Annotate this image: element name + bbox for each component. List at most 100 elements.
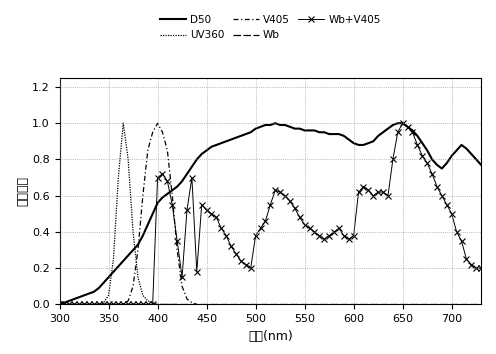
Y-axis label: 分光強度: 分光強度 [16, 176, 29, 206]
UV360 [130, 230, 136, 234]
Wb [292, 302, 298, 307]
V405 [174, 248, 180, 252]
Wb [213, 302, 219, 307]
UV360 [145, 299, 151, 303]
V405 [66, 302, 72, 307]
UV360 [57, 302, 62, 307]
Wb [194, 302, 200, 307]
V405 [101, 302, 107, 307]
V405 [62, 302, 67, 307]
V405 [57, 302, 62, 307]
UV360 [160, 302, 166, 307]
D50 [179, 179, 185, 183]
Wb [341, 302, 347, 307]
V405 [96, 302, 102, 307]
Wb [429, 302, 435, 307]
Wb+V405 [233, 252, 239, 256]
Wb [380, 302, 386, 307]
Wb [478, 302, 484, 307]
Wb [390, 302, 396, 307]
Wb [125, 302, 131, 307]
Wb [223, 302, 229, 307]
V405 [130, 284, 136, 289]
Wb [86, 302, 92, 307]
D50 [272, 121, 278, 125]
Wb [439, 302, 445, 307]
Wb [184, 302, 190, 307]
Wb [204, 302, 210, 307]
Wb [96, 302, 102, 307]
UV360 [106, 293, 112, 297]
UV360 [125, 157, 131, 161]
Wb+V405 [57, 302, 62, 307]
V405 [111, 302, 117, 307]
V405 [184, 297, 190, 301]
UV360 [66, 302, 72, 307]
Wb [331, 302, 337, 307]
Wb [419, 302, 425, 307]
Wb+V405 [478, 266, 484, 270]
Wb+V405 [179, 275, 185, 279]
Wb [400, 302, 406, 307]
D50 [233, 136, 239, 140]
Line: D50: D50 [60, 123, 481, 303]
UV360 [135, 275, 141, 279]
D50 [267, 123, 273, 127]
UV360 [111, 257, 117, 261]
V405 [71, 302, 77, 307]
V405 [76, 302, 82, 307]
D50 [150, 212, 156, 216]
D50 [405, 125, 411, 129]
UV360 [140, 293, 146, 297]
Line: UV360: UV360 [60, 123, 177, 304]
Wb [282, 302, 288, 307]
Wb [262, 302, 268, 307]
V405 [179, 284, 185, 289]
Wb [174, 302, 180, 307]
UV360 [150, 301, 156, 305]
V405 [140, 194, 146, 198]
Wb+V405 [150, 302, 156, 307]
V405 [120, 302, 126, 307]
V405 [194, 302, 200, 307]
UV360 [86, 302, 92, 307]
D50 [57, 301, 62, 305]
Wb [116, 302, 122, 307]
Wb [164, 302, 170, 307]
UV360 [120, 121, 126, 125]
Wb [410, 302, 416, 307]
UV360 [155, 302, 161, 307]
V405 [125, 299, 131, 303]
UV360 [71, 302, 77, 307]
UV360 [169, 302, 175, 307]
V405 [135, 248, 141, 252]
V405 [86, 302, 92, 307]
Wb [458, 302, 464, 307]
Wb [351, 302, 357, 307]
Wb [155, 302, 161, 307]
UV360 [91, 302, 97, 307]
V405 [116, 302, 122, 307]
UV360 [116, 176, 122, 180]
UV360 [62, 302, 67, 307]
Wb [76, 302, 82, 307]
Wb [449, 302, 455, 307]
V405 [81, 302, 87, 307]
UV360 [101, 301, 107, 305]
Wb [321, 302, 327, 307]
Wb [371, 302, 376, 307]
V405 [155, 121, 161, 125]
D50 [125, 253, 131, 258]
Line: Wb+V405: Wb+V405 [57, 120, 484, 307]
Wb+V405 [125, 302, 131, 307]
V405 [164, 148, 170, 153]
V405 [91, 302, 97, 307]
V405 [169, 194, 175, 198]
Wb [272, 302, 278, 307]
V405 [106, 302, 112, 307]
UV360 [164, 302, 170, 307]
Wb+V405 [400, 121, 406, 125]
Wb [468, 302, 474, 307]
Wb [57, 302, 62, 307]
V405 [150, 130, 156, 135]
